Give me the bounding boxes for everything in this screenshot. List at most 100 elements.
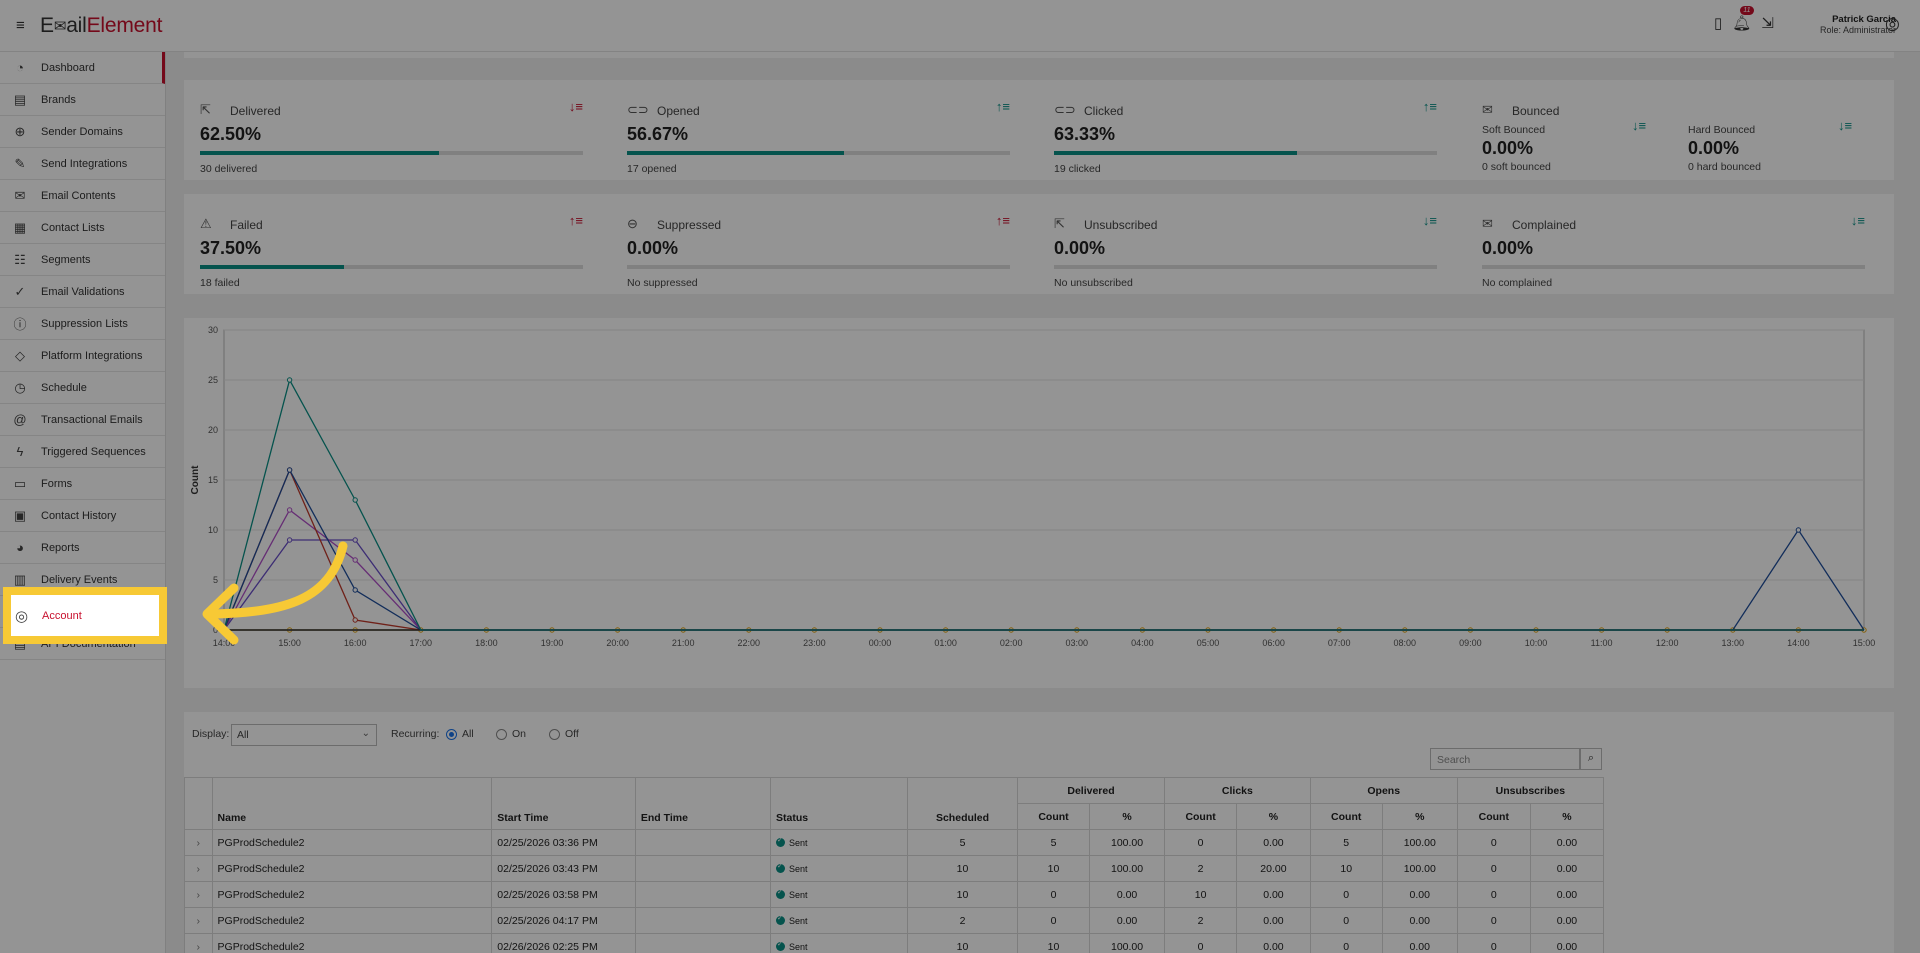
header-count[interactable]: Count [1456, 803, 1531, 830]
hard-bounced: Hard Bounced 0.00% 0 hard bounced [1688, 124, 1848, 173]
sort-asc-icon[interactable]: ↑≡ [995, 99, 1010, 114]
header-end-time[interactable]: End Time [634, 777, 771, 830]
sort-desc-icon[interactable]: ↓≡ [1422, 213, 1437, 228]
expand-chevron-icon[interactable]: › [184, 933, 213, 953]
sidebar-item-transactional-emails[interactable]: @ Transactional Emails [0, 404, 165, 436]
sidebar-item-brands[interactable]: ▤ Brands [0, 84, 165, 116]
header-name[interactable]: Name [211, 777, 493, 830]
search-input[interactable]: Search [1430, 748, 1580, 770]
header-count[interactable]: Count [1309, 803, 1383, 830]
sort-desc-icon[interactable]: ↓≡ [568, 99, 583, 114]
radio-dot[interactable] [496, 728, 507, 740]
sidebar-item-sender-domains[interactable]: ⊕ Sender Domains [0, 116, 165, 148]
recurring-option-on[interactable]: On [496, 728, 526, 740]
sidebar-item-email-contents[interactable]: ✉ Email Contents [0, 180, 165, 212]
soft-bounced-sub: 0 soft bounced [1482, 161, 1551, 173]
sort-asc-icon[interactable]: ↑≡ [1422, 99, 1437, 114]
recurring-option-off[interactable]: Off [549, 728, 579, 740]
header-pct[interactable]: % [1381, 803, 1458, 830]
notification-badge: 11 [1740, 6, 1754, 15]
header-count[interactable]: Count [1016, 803, 1091, 830]
recurring-option-all[interactable]: All [446, 728, 474, 740]
expand-chevron-icon[interactable]: › [184, 881, 213, 908]
sort-desc-icon[interactable]: ↓≡ [1850, 213, 1865, 228]
user-circle-icon[interactable]: ◎ [1885, 14, 1900, 33]
sidebar-item-schedule[interactable]: ◷ Schedule [0, 372, 165, 404]
sort-asc-icon[interactable]: ↑≡ [568, 213, 583, 228]
sidebar-item-platform-integrations[interactable]: ◇ Platform Integrations [0, 340, 165, 372]
stat-title: Suppressed [657, 218, 722, 232]
y-tick-label: 30 [208, 325, 218, 335]
stat-percent: 0.00% [1054, 238, 1106, 258]
display-select[interactable]: All ⌄ [231, 724, 377, 746]
cell-opn-p: 0.00 [1381, 907, 1458, 934]
stat-progress [200, 265, 583, 269]
header-start-time[interactable]: Start Time [491, 777, 636, 830]
search-icon[interactable]: ⌕ [1580, 748, 1602, 770]
exit-user-icon[interactable]: ⇲ [1761, 15, 1774, 32]
sidebar-item-contact-lists[interactable]: ▦ Contact Lists [0, 212, 165, 244]
sidebar-item-segments[interactable]: ☷ Segments [0, 244, 165, 276]
sidebar-item-dashboard[interactable]: ◔ Dashboard [0, 52, 165, 84]
header-status[interactable]: Status [769, 777, 909, 830]
x-tick-label: 01:00 [934, 638, 957, 648]
sort-asc-icon[interactable]: ↑≡ [995, 213, 1010, 228]
radio-dot[interactable] [549, 728, 560, 740]
cell-end [634, 933, 771, 953]
user-info[interactable]: Patrick Garcia Role: Administrator [1796, 14, 1896, 36]
header-scheduled[interactable]: Scheduled [907, 777, 1018, 830]
soft-bounced: Soft Bounced 0.00% 0 soft bounced [1482, 124, 1642, 173]
expand-chevron-icon[interactable]: › [184, 829, 213, 856]
progress-fill [627, 151, 845, 155]
stats-card-2: ⚠ Failed ↑≡ 37.50% 18 failed ⊖ Suppresse… [184, 194, 1894, 294]
cell-del-c: 0 [1016, 881, 1091, 908]
envelope-icon: ✉ [14, 187, 26, 203]
cell-clk-p: 20.00 [1236, 855, 1311, 882]
cell-uns-p: 0.00 [1529, 881, 1605, 908]
cell-del-c: 5 [1016, 829, 1091, 856]
sidebar-item-send-integrations[interactable]: ✎ Send Integrations [0, 148, 165, 180]
sidebar-item-forms[interactable]: ▭ Forms [0, 468, 165, 500]
sidebar-item-email-validations[interactable]: ✓ Email Validations [0, 276, 165, 308]
highlight-account[interactable]: ◎ Account [3, 587, 167, 644]
hamburger-icon[interactable]: ≡ [16, 17, 25, 34]
header-pct[interactable]: % [1089, 803, 1166, 830]
x-tick-label: 08:00 [1394, 638, 1417, 648]
x-tick-label: 11:00 [1591, 638, 1613, 648]
header-unsubscribes: Unsubscribes [1456, 777, 1605, 804]
sidebar-item-contact-history[interactable]: ▣ Contact History [0, 500, 165, 532]
warning-icon: ⚠ [200, 216, 212, 231]
top-card-remnant [184, 52, 1894, 58]
header-pct[interactable]: % [1529, 803, 1605, 830]
stat-bounced: ✉ Bounced Soft Bounced 0.00% 0 soft boun… [1482, 102, 1865, 174]
radio-dot[interactable] [446, 728, 457, 740]
stat-delivered: ⇱ Delivered ↓≡ 62.50% 30 delivered [200, 99, 583, 175]
sort-desc-icon[interactable]: ↓≡ [1632, 118, 1647, 133]
logo[interactable]: E✉ailElement [40, 14, 162, 38]
mobile-icon[interactable]: ▯ [1714, 15, 1723, 32]
sidebar-item-reports[interactable]: ◕ Reports [0, 532, 165, 564]
stat-sub: No complained [1482, 277, 1553, 289]
clipboard-icon: ▣ [13, 507, 27, 523]
stat-unsubscribed: ⇱ Unsubscribed ↓≡ 0.00% No unsubscribed [1054, 213, 1437, 289]
sort-desc-icon[interactable]: ↓≡ [1838, 118, 1853, 133]
y-tick-label: 0 [213, 625, 218, 635]
expand-chevron-icon[interactable]: › [184, 907, 213, 934]
sidebar-item-triggered-sequences[interactable]: ϟ Triggered Sequences [0, 436, 165, 468]
bell-icon[interactable]: 🔔︎ 11 [1732, 6, 1754, 32]
sidebar-item-label: Email Contents [41, 189, 116, 202]
bar-icon: ▥ [13, 571, 27, 587]
data-point [352, 537, 358, 543]
cell-opn-p: 100.00 [1381, 855, 1458, 882]
x-tick-label: 22:00 [738, 638, 761, 648]
header-count[interactable]: Count [1164, 803, 1238, 830]
envelope-x-icon: ✉ [1482, 216, 1493, 231]
header-pct[interactable]: % [1236, 803, 1311, 830]
sidebar-item-suppression-lists[interactable]: ⓘ Suppression Lists [0, 308, 165, 340]
expand-chevron-icon[interactable]: › [184, 855, 213, 882]
